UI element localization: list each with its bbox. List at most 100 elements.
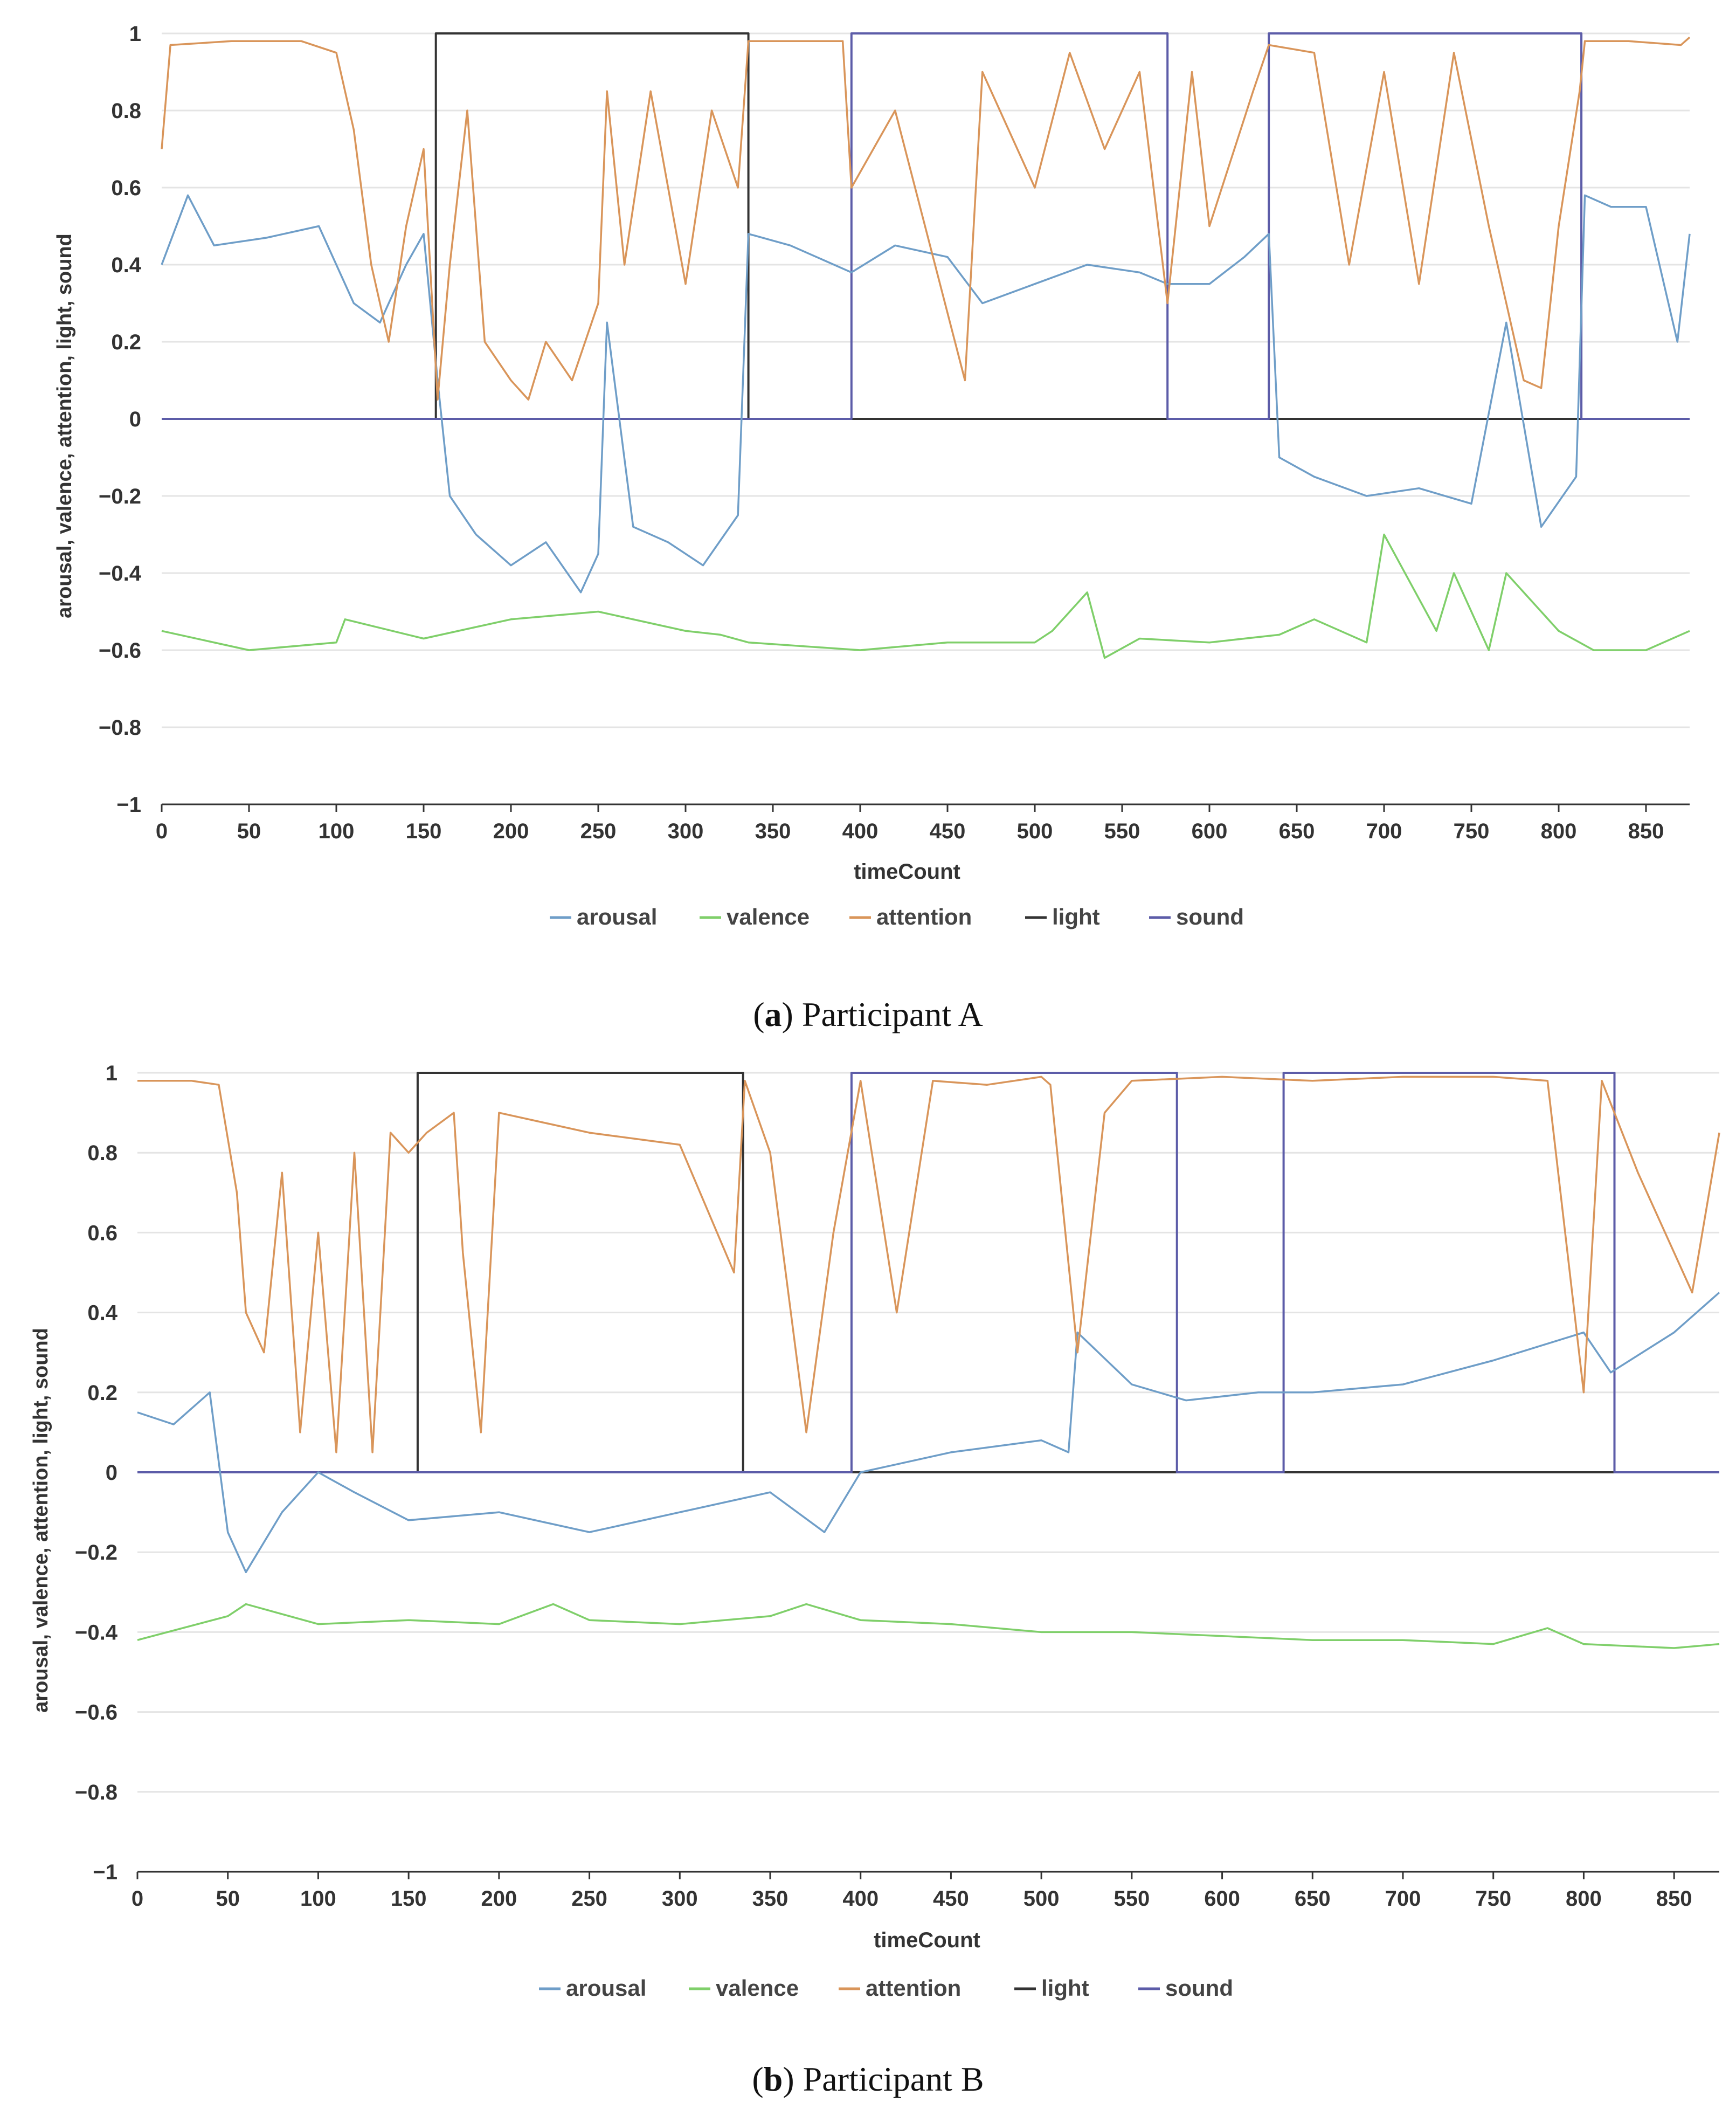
legend-item-light[interactable]: light <box>1025 904 1100 929</box>
x-tick-label: 150 <box>406 819 442 843</box>
legend-item-attention[interactable]: attention <box>839 1975 961 2001</box>
series-line-valence <box>137 1603 1720 1649</box>
caption-letter: b <box>763 2060 783 2098</box>
x-tick-label: 350 <box>755 819 791 843</box>
legend-label: arousal <box>577 904 657 929</box>
x-tick-label: 750 <box>1475 1887 1511 1911</box>
x-tick-label: 250 <box>580 819 617 843</box>
x-tick-label: 650 <box>1295 1887 1331 1911</box>
chart-participant-a: 1 0.8 0.6 0.4 0.2 0 −0.2 −0.4 −0.6 −0.8 −1 0 50 100 1… <box>53 22 1691 929</box>
y-tick-label: 0.8 <box>87 1141 117 1165</box>
x-tick-label: 800 <box>1541 819 1577 843</box>
x-tick-label: 550 <box>1104 819 1140 843</box>
x-tick-label: 200 <box>481 1887 517 1911</box>
caption-text: ) Participant B <box>783 2060 984 2098</box>
x-tick-labels: 0 50 100 150 200 250 300 350 400 450 500 550 600 650 7… <box>156 819 1664 843</box>
legend-item-sound[interactable]: sound <box>1149 904 1244 929</box>
series-line-arousal <box>137 1292 1720 1574</box>
y-tick-label: −0.8 <box>99 716 141 740</box>
y-tick-label: −0.4 <box>99 562 142 585</box>
x-tick-label: 850 <box>1656 1887 1692 1911</box>
y-tick-label: 0.6 <box>111 176 141 200</box>
y-tick-label: −0.8 <box>75 1781 117 1804</box>
chart-participant-b: 1 0.8 0.6 0.4 0.2 0 −0.2 −0.4 −0.6 −0.8 −1 0 50 100 1… <box>30 1062 1720 2001</box>
x-tick-label: 850 <box>1628 819 1664 843</box>
legend-item-arousal[interactable]: arousal <box>539 1975 646 2001</box>
axes <box>161 803 1690 812</box>
y-tick-labels: 1 0.8 0.6 0.4 0.2 0 −0.2 −0.4 −0.6 −0.8 −1 <box>99 22 142 817</box>
legend-label: sound <box>1165 1975 1233 2001</box>
y-tick-label: −0.4 <box>75 1621 118 1644</box>
x-tick-label: 150 <box>391 1887 427 1911</box>
data-series <box>161 32 1691 659</box>
y-tick-label: 0 <box>106 1461 117 1485</box>
legend-item-sound[interactable]: sound <box>1138 1975 1233 2001</box>
legend-item-light[interactable]: light <box>1014 1975 1089 2001</box>
x-tick-label: 50 <box>237 819 261 843</box>
x-tick-label: 800 <box>1566 1887 1602 1911</box>
legend-label: light <box>1052 904 1100 929</box>
y-tick-label: 1 <box>106 1062 117 1085</box>
x-tick-label: 400 <box>842 819 879 843</box>
legend-item-valence[interactable]: valence <box>700 904 810 929</box>
y-tick-label: 0.8 <box>111 99 141 123</box>
y-tick-label: 0.2 <box>87 1381 117 1405</box>
x-tick-label: 500 <box>1023 1887 1060 1911</box>
y-tick-label: 0 <box>129 408 141 431</box>
x-axis-label: timeCount <box>874 1928 980 1952</box>
x-tick-label: 200 <box>493 819 529 843</box>
series-line-valence <box>161 533 1690 659</box>
x-tick-label: 450 <box>930 819 966 843</box>
axes <box>136 1871 1719 1879</box>
x-tick-label: 400 <box>842 1887 879 1911</box>
series-line-arousal <box>161 194 1691 594</box>
legend-label: attention <box>866 1975 961 2001</box>
caption-text: ) Participant A <box>781 995 983 1033</box>
legend-label: sound <box>1176 904 1244 929</box>
y-tick-labels: 1 0.8 0.6 0.4 0.2 0 −0.2 −0.4 −0.6 −0.8 −1 <box>75 1062 118 1884</box>
x-tick-label: 100 <box>300 1887 336 1911</box>
x-tick-label: 750 <box>1454 819 1490 843</box>
series-line-attention <box>161 36 1691 401</box>
x-tick-label: 700 <box>1366 819 1402 843</box>
x-tick-label: 0 <box>156 819 168 843</box>
series-line-sound <box>137 1072 1719 1473</box>
y-axis-label: arousal, valence, attention, light, soun… <box>30 1328 52 1713</box>
x-tick-label: 0 <box>132 1887 143 1911</box>
y-tick-label: 1 <box>129 22 141 46</box>
legend-label: valence <box>716 1975 799 2001</box>
series-line-sound <box>162 32 1690 420</box>
legend: arousal valence attention light sound <box>539 1975 1233 2001</box>
series-line-attention <box>137 1076 1720 1453</box>
caption-b: (b) Participant B <box>0 2059 1736 2099</box>
x-tick-label: 500 <box>1017 819 1053 843</box>
caption-letter: a <box>764 995 782 1033</box>
x-tick-label: 650 <box>1279 819 1315 843</box>
x-tick-label: 100 <box>319 819 355 843</box>
x-tick-label: 350 <box>752 1887 789 1911</box>
legend: arousal valence attention light sound <box>550 904 1244 929</box>
legend-item-valence[interactable]: valence <box>689 1975 799 2001</box>
y-tick-label: 0.6 <box>87 1221 117 1245</box>
x-tick-label: 600 <box>1204 1887 1240 1911</box>
x-tick-label: 300 <box>668 819 704 843</box>
legend-item-attention[interactable]: attention <box>849 904 972 929</box>
y-tick-label: −0.2 <box>75 1541 117 1564</box>
caption-open-paren: ( <box>752 2060 764 2098</box>
y-tick-label: −0.6 <box>99 639 141 663</box>
legend-label: arousal <box>566 1975 646 2001</box>
y-tick-label: −1 <box>93 1860 117 1884</box>
x-tick-labels: 0 50 100 150 200 250 300 350 400 450 500 550 600 650 7… <box>132 1887 1692 1911</box>
caption-a: (a) Participant A <box>0 995 1736 1035</box>
x-tick-label: 250 <box>571 1887 607 1911</box>
y-tick-label: 0.4 <box>87 1301 117 1325</box>
legend-label: valence <box>727 904 810 929</box>
x-tick-label: 50 <box>216 1887 240 1911</box>
y-axis-label: arousal, valence, attention, light, soun… <box>53 233 76 618</box>
x-tick-label: 300 <box>662 1887 698 1911</box>
legend-label: attention <box>876 904 972 929</box>
caption-open-paren: ( <box>753 995 765 1033</box>
y-tick-label: −0.2 <box>99 485 141 508</box>
y-tick-label: 0.2 <box>111 330 141 354</box>
legend-item-arousal[interactable]: arousal <box>550 904 657 929</box>
